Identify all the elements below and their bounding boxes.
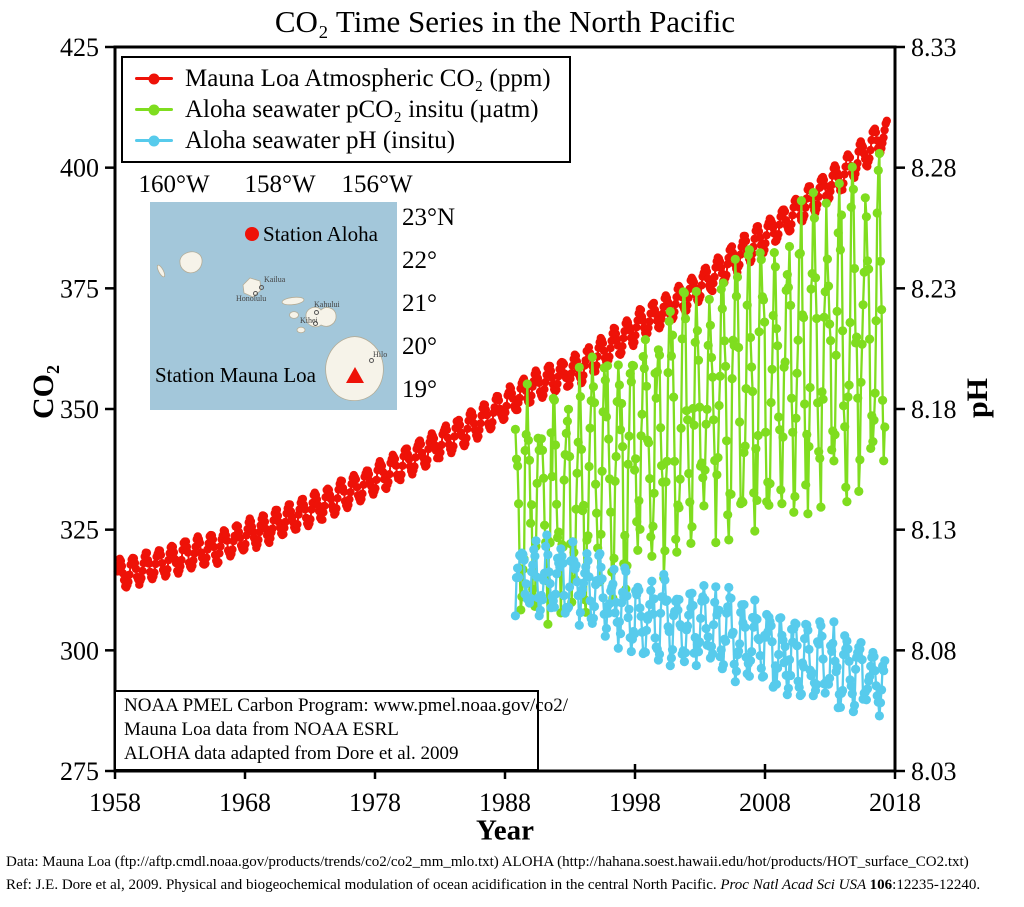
city-dot bbox=[369, 358, 374, 363]
x-tick-label: 1958 bbox=[89, 788, 141, 817]
footer-reference: Ref: J.E. Dore et al, 2009. Physical and… bbox=[6, 877, 1022, 894]
series-aloha-ph bbox=[510, 530, 890, 721]
plot-area: 425 400 375 350 325 300 275 8.33 8.28 8.23 8.18 8.1… bbox=[60, 33, 957, 817]
legend-item-series-aloha-pco2: Aloha seawater pCO₂ insitu (µatm) bbox=[135, 95, 551, 124]
legend-item-series-mauna-loa-co2: Mauna Loa Atmospheric CO₂ (ppm) bbox=[135, 64, 551, 93]
y-right-tick-label: 8.28 bbox=[911, 154, 957, 183]
y-axis-title-ph: pH bbox=[961, 377, 994, 419]
y-right-tick-label: 8.33 bbox=[911, 33, 957, 62]
legend-label: Aloha seawater pH (insitu) bbox=[185, 127, 456, 154]
legend-marker bbox=[135, 104, 173, 115]
y-left-tick-label: 300 bbox=[60, 636, 99, 665]
y-left-tick-label: 425 bbox=[60, 33, 99, 62]
legend: Mauna Loa Atmospheric CO₂ (ppm) Aloha sea… bbox=[121, 56, 571, 163]
axis-tick-labels: 425 400 375 350 325 300 275 8.33 8.28 8.23 8.18 8.1… bbox=[60, 33, 957, 817]
x-tick-label: 2008 bbox=[739, 788, 791, 817]
station-mauna-loa-label: Station Mauna Loa bbox=[155, 363, 316, 387]
legend-label: Mauna Loa Atmospheric CO₂ (ppm) bbox=[185, 65, 551, 92]
x-axis-title-year: Year bbox=[476, 814, 534, 847]
inset-lat-label: 20° bbox=[402, 333, 437, 360]
y-right-tick-label: 8.18 bbox=[911, 395, 957, 424]
city-label-honolulu: Honolulu bbox=[236, 294, 267, 303]
x-tick-label: 1968 bbox=[219, 788, 271, 817]
footer-ref-journal: Proc Natl Acad Sci USA bbox=[720, 877, 870, 893]
station-aloha-label: Station Aloha bbox=[263, 222, 378, 246]
x-tick-label: 1998 bbox=[609, 788, 661, 817]
legend-marker bbox=[135, 135, 173, 146]
y-right-tick-label: 8.03 bbox=[911, 757, 957, 786]
city-dot bbox=[314, 310, 319, 315]
inset-lat-label: 21° bbox=[402, 290, 437, 317]
y-right-tick-label: 8.08 bbox=[911, 636, 957, 665]
annotation-line: Mauna Loa data from NOAA ESRL bbox=[124, 719, 399, 740]
legend-marker-dot bbox=[148, 73, 160, 84]
island-kauai bbox=[179, 251, 203, 274]
legend-item-series-aloha-ph: Aloha seawater pH (insitu) bbox=[135, 126, 551, 155]
inset-map-canvas: Station Aloha Station Mauna Loa Kailua H… bbox=[150, 202, 397, 410]
inset-lat-label: 22° bbox=[402, 247, 437, 274]
city-dot bbox=[313, 321, 318, 326]
legend-label: Aloha seawater pCO₂ insitu (µatm) bbox=[185, 96, 539, 123]
legend-marker bbox=[135, 73, 173, 84]
footer-data-sources: Data: Mauna Loa (ftp://aftp.cmdl.noaa.go… bbox=[6, 854, 969, 870]
annotation-line: ALOHA data adapted from Dore et al. 2009 bbox=[124, 743, 459, 764]
x-tick-label: 1988 bbox=[479, 788, 531, 817]
city-label-kihei: Kihei bbox=[300, 316, 318, 325]
island-niihau bbox=[156, 264, 166, 278]
footer-ref-text: Ref: J.E. Dore et al, 2009. Physical and… bbox=[6, 877, 721, 893]
city-label-kahului: Kahului bbox=[314, 300, 340, 309]
city-label-kailua: Kailua bbox=[264, 275, 286, 284]
y-left-tick-label: 275 bbox=[60, 757, 99, 786]
station-mauna-loa-marker bbox=[346, 367, 364, 383]
station-aloha-marker bbox=[245, 227, 259, 241]
y-left-tick-label: 375 bbox=[60, 274, 99, 303]
y-right-tick-label: 8.23 bbox=[911, 274, 957, 303]
y-left-tick-label: 400 bbox=[60, 154, 99, 183]
y-left-tick-label: 350 bbox=[60, 395, 99, 424]
y-right-tick-label: 8.13 bbox=[911, 516, 957, 545]
island-lanai bbox=[289, 311, 299, 319]
footer-ref-volume: 106 bbox=[869, 877, 893, 893]
legend-marker-dot bbox=[148, 104, 160, 115]
annotation-line: NOAA PMEL Carbon Program: www.pmel.noaa.… bbox=[124, 695, 568, 716]
inset-lat-label: 23°N bbox=[402, 204, 456, 231]
source-annotation-box: NOAA PMEL Carbon Program: www.pmel.noaa.… bbox=[116, 690, 568, 771]
city-dot bbox=[259, 285, 264, 290]
island-kahoolawe bbox=[296, 326, 306, 334]
chart-title: CO₂ Time Series in the North Pacific bbox=[274, 4, 736, 39]
inset-lon-label: 156°W bbox=[341, 171, 413, 198]
inset-lat-label: 19° bbox=[402, 376, 437, 403]
city-label-hilo: Hilo bbox=[373, 350, 388, 359]
inset-lon-label: 160°W bbox=[138, 171, 210, 198]
inset-lon-label: 158°W bbox=[244, 171, 316, 198]
hawaii-islands-map bbox=[150, 202, 397, 410]
x-tick-label: 1978 bbox=[349, 788, 401, 817]
y-axis-title-co2: CO₂ bbox=[27, 365, 60, 419]
island-molokai bbox=[281, 296, 305, 306]
x-tick-label: 2018 bbox=[869, 788, 921, 817]
city-dot bbox=[253, 291, 258, 296]
y-left-tick-label: 325 bbox=[60, 516, 99, 545]
footer-ref-pages: :12235-12240. bbox=[892, 877, 981, 893]
legend-marker-dot bbox=[148, 135, 160, 146]
